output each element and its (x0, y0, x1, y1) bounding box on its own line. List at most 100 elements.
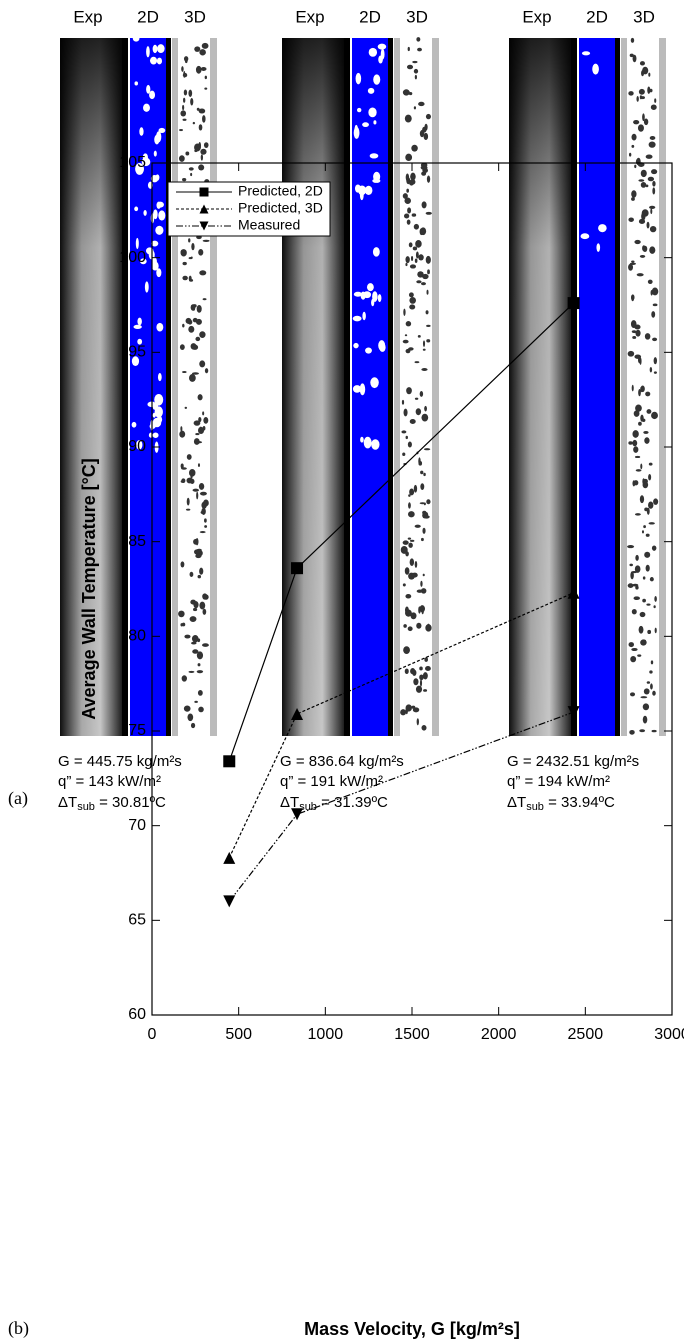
bubble-3d (425, 113, 432, 120)
exp-shade (60, 38, 122, 736)
bubble-3d (421, 725, 427, 731)
bubble-3d (414, 258, 418, 263)
caption-symbol: ΔT (507, 794, 526, 811)
bubble-3d (415, 251, 419, 259)
bubble-3d (182, 118, 187, 121)
y-axis-label: Average Wall Temperature [°C] (79, 458, 99, 720)
bubble-3d (192, 649, 199, 654)
bubble-3d (404, 197, 411, 205)
bubble-3d (185, 317, 192, 324)
bubble-2d (134, 81, 139, 86)
bubble-3d (414, 397, 419, 400)
bubble-3d (633, 410, 640, 417)
bubble-3d (649, 226, 657, 233)
bubble-3d (198, 482, 205, 490)
bubble-3d (418, 101, 425, 107)
bubble-3d (405, 435, 408, 440)
bubble-3d (647, 279, 653, 285)
bubble-3d (198, 108, 206, 114)
bubble-3d (195, 553, 202, 559)
bubble-3d (652, 690, 656, 696)
bubble-3d (645, 533, 650, 537)
bubble-3d (190, 343, 197, 350)
bubble-3d (642, 703, 650, 711)
bubble-3d (651, 287, 659, 296)
bubble-3d (416, 280, 422, 284)
caption-symbol: ΔT (58, 794, 77, 811)
bubble-3d (199, 531, 206, 534)
divider (166, 38, 171, 736)
bubble-3d (638, 421, 642, 426)
bubble-2d (368, 47, 378, 57)
bubble-2d (143, 209, 147, 216)
bubble-3d (178, 155, 185, 162)
caption-value: = 31.39ºC (317, 794, 388, 811)
x-tick-label: 0 (148, 1026, 157, 1043)
bubble-3d (654, 98, 657, 103)
bubble-3d (416, 37, 421, 42)
bubble-3d (631, 133, 637, 141)
bubble-2d (157, 373, 162, 382)
bubble-3d (645, 564, 650, 572)
bubble-3d (197, 663, 201, 667)
bubble-3d (409, 539, 415, 542)
bubble-3d (196, 491, 199, 500)
bubble-3d (404, 668, 409, 675)
bubble-2d (154, 393, 164, 406)
bubble-3d (411, 213, 417, 217)
bubble-3d (639, 95, 643, 100)
bubble-3d (421, 201, 427, 209)
column-header: 3D (406, 7, 428, 26)
caption-subscript: sub (77, 801, 95, 813)
bubble-3d (198, 249, 204, 256)
panel-label: (b) (8, 1318, 29, 1339)
bubble-3d (182, 370, 187, 374)
bubble-3d (628, 217, 634, 222)
bubble-3d (407, 441, 412, 448)
bubble-3d (401, 430, 407, 434)
bubble-2d (158, 210, 166, 221)
bubble-3d (182, 275, 188, 281)
bubble-2d (132, 35, 140, 42)
bubble-3d (200, 510, 206, 515)
bubble-3d (408, 502, 411, 509)
series-line (228, 592, 574, 859)
bubble-3d (420, 588, 427, 594)
bubble-3d (417, 47, 422, 52)
bubble-3d (639, 61, 645, 66)
bubble-2d (152, 44, 158, 54)
bubble-2d (156, 322, 164, 332)
bubble-2d (154, 406, 163, 418)
bubble-3d (628, 152, 632, 157)
bubble-2d (150, 175, 159, 183)
bubble-3d (188, 238, 191, 243)
bubble-3d (422, 273, 429, 280)
bubble-3d (648, 141, 656, 148)
bubble-3d (649, 205, 656, 210)
bubble-3d (407, 511, 415, 518)
bubble-2d (131, 421, 137, 428)
bubble-3d (195, 336, 201, 342)
bubble-3d (424, 511, 429, 519)
bubble-3d (634, 164, 637, 169)
bubble-3d (649, 577, 654, 582)
bubble-3d (400, 709, 407, 716)
bubble-3d (630, 655, 637, 663)
bubble-2d (362, 311, 366, 321)
bubble-3d (196, 107, 200, 111)
bubble-3d (420, 227, 427, 236)
bubble-2d (356, 107, 362, 113)
y-tick-label: 70 (128, 817, 146, 834)
bubble-3d (649, 366, 653, 373)
bubble-3d (647, 86, 651, 94)
bubble-3d (409, 297, 417, 304)
marker (199, 204, 209, 214)
bubble-3d (409, 304, 416, 310)
bubble-3d (633, 120, 640, 125)
bubble-3d (646, 681, 651, 684)
bubble-3d (204, 75, 208, 80)
y-tick-label: 80 (128, 628, 146, 645)
bubble-3d (408, 542, 413, 548)
bubble-3d (197, 690, 203, 696)
bubble-3d (193, 420, 201, 426)
